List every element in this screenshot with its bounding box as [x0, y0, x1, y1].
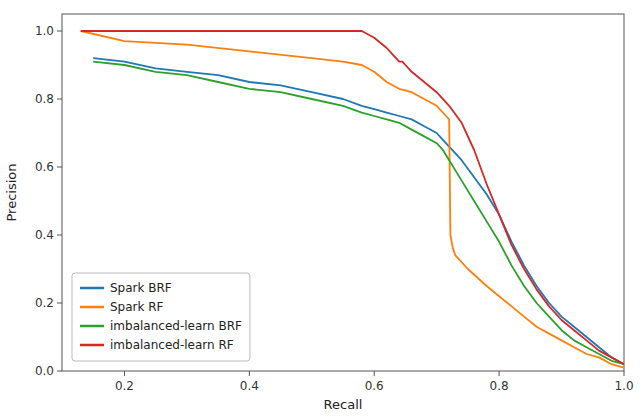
- x-tick: [624, 371, 625, 376]
- chart: 0.2 0.4 0.6 0.8 1.0 0.0 0.2 0.4 0.6 0.8 1.0 Recall P…: [0, 0, 640, 419]
- y-tick: [57, 371, 62, 372]
- legend-label: imbalanced-learn BRF: [110, 319, 242, 333]
- y-tick-label: 1.0: [35, 24, 54, 38]
- axes: 0.2 0.4 0.6 0.8 1.0 0.0 0.2 0.4 0.6 0.8 1.0: [35, 14, 634, 393]
- legend-swatch: [80, 287, 104, 290]
- x-tick-label: 0.8: [490, 379, 509, 393]
- legend-box: [72, 273, 250, 361]
- y-tick-label: 0.8: [35, 92, 54, 106]
- y-tick: [57, 303, 62, 304]
- x-tick: [499, 371, 500, 376]
- y-tick-label: 0.0: [35, 364, 54, 378]
- legend-label: Spark BRF: [110, 281, 172, 295]
- series-line: [93, 62, 624, 365]
- x-tick-label: 0.4: [240, 379, 259, 393]
- background: [0, 0, 640, 419]
- legend-label: imbalanced-learn RF: [110, 338, 234, 352]
- legend-swatch: [80, 325, 104, 328]
- legend-label: Spark RF: [110, 300, 164, 314]
- series-line: [93, 58, 624, 364]
- y-tick: [57, 235, 62, 236]
- y-tick: [57, 31, 62, 32]
- x-tick-label: 0.2: [115, 379, 134, 393]
- x-tick: [124, 371, 125, 376]
- x-tick: [249, 371, 250, 376]
- plot-frame: [62, 14, 624, 371]
- x-tick-label: 0.6: [365, 379, 384, 393]
- legend-swatch: [80, 344, 104, 347]
- y-tick-label: 0.6: [35, 160, 54, 174]
- y-tick: [57, 99, 62, 100]
- x-tick-label: 1.0: [614, 379, 633, 393]
- legend: Spark BRF Spark RF imbalanced-learn BRF imb…: [72, 273, 250, 361]
- x-tick: [374, 371, 375, 376]
- y-tick-label: 0.4: [35, 228, 54, 242]
- x-axis-label: Recall: [324, 397, 363, 412]
- legend-swatch: [80, 306, 104, 309]
- y-tick: [57, 167, 62, 168]
- y-tick-label: 0.2: [35, 296, 54, 310]
- y-axis-label: Precision: [4, 163, 19, 221]
